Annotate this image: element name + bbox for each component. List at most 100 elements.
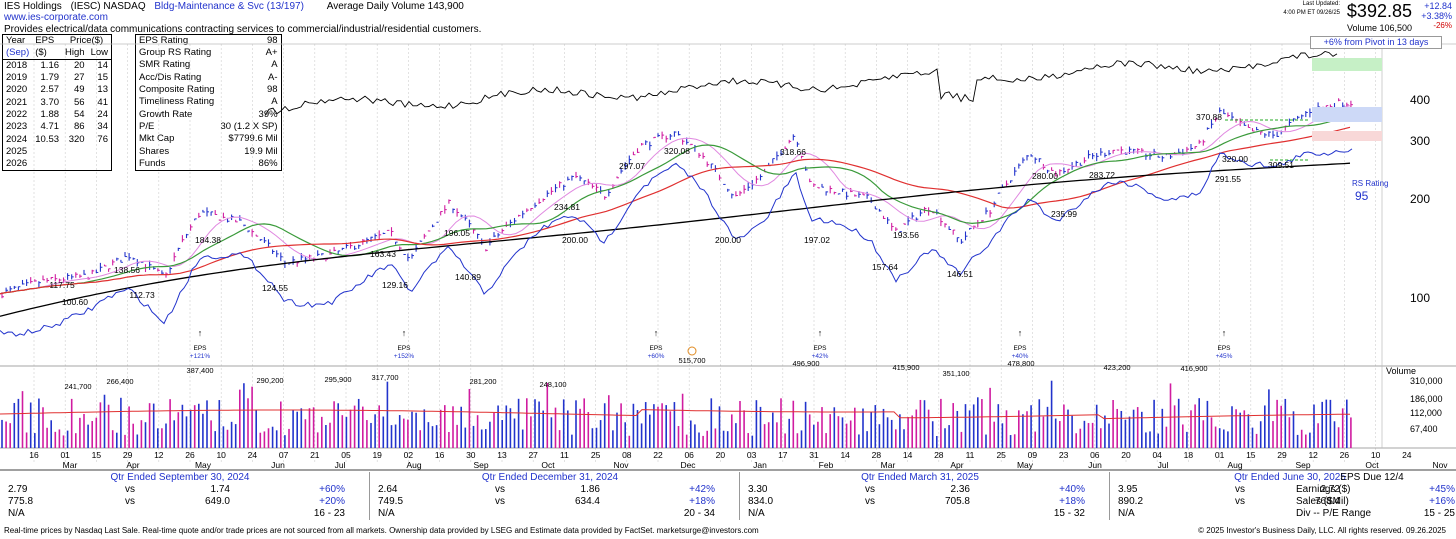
rating-label: SMR Rating	[139, 59, 191, 71]
price-annotation: 163.43	[370, 249, 396, 259]
price-annotation: 138.56	[114, 265, 140, 275]
eps-row: 2018 1.16 20 14	[3, 60, 112, 73]
website-link[interactable]: www.ies-corporate.com	[4, 12, 108, 23]
eps-row: 2023 4.71 86 34	[3, 121, 112, 133]
quarter-sales-prev: 705.8	[944, 496, 970, 507]
x-day-label: 02	[404, 450, 414, 460]
quarter-eps-prev: 1.74	[210, 484, 230, 495]
volume-tick-label: 310,000	[1410, 376, 1443, 386]
vs-label: vs	[125, 496, 135, 507]
x-month-label: Feb	[819, 460, 834, 470]
quarter-eps-prev: 2.72	[1320, 484, 1340, 495]
rs-rating-label: RS Rating	[1352, 179, 1388, 188]
quarter-sales-prev: 649.0	[204, 496, 230, 507]
eps-cell: 15	[97, 72, 108, 84]
rating-value: 39%	[258, 108, 278, 120]
volume-annotation: 248,100	[539, 380, 566, 389]
eps-due-row: Sales ($Mil)	[1296, 496, 1349, 507]
ticker: (IESC) NASDAQ	[70, 1, 146, 12]
x-month-label: Sep	[473, 460, 488, 470]
price-annotation: 280.00	[1032, 171, 1058, 181]
eps-cell: 20	[73, 60, 85, 71]
volume-annotation: 317,700	[371, 373, 398, 382]
x-day-label: 28	[872, 450, 882, 460]
x-day-label: 27	[528, 450, 538, 460]
quarter-title: Qtr Ended June 30, 2025	[1234, 472, 1346, 483]
volume-annotation: 295,900	[324, 375, 351, 384]
price-annotation: 184.38	[195, 235, 221, 245]
x-day-label: 01	[60, 450, 70, 460]
x-day-label: 16	[435, 450, 445, 460]
eps-cell: 2018	[6, 60, 28, 71]
price-annotation: 112.73	[129, 290, 155, 300]
x-day-label: 24	[248, 450, 258, 460]
x-day-label: 15	[92, 450, 102, 460]
quarter-title: Qtr Ended March 31, 2025	[861, 472, 979, 483]
price-annotation: 283.72	[1089, 170, 1115, 180]
rating-row: Acc/Dis Rating A-	[136, 72, 282, 84]
rating-row: Funds 86%	[136, 158, 282, 171]
x-day-label: 06	[1090, 450, 1100, 460]
rating-row: EPS Rating 98	[136, 35, 282, 48]
eps-arrow: ↑	[198, 328, 203, 338]
quarter-eps-chg: +40%	[1059, 484, 1085, 495]
rating-label: Growth Rate	[139, 108, 193, 120]
price-tick-label: 100	[1410, 291, 1430, 305]
x-day-label: 20	[716, 450, 726, 460]
eps-cell: 4.71	[40, 121, 60, 133]
x-month-label: Apr	[950, 460, 963, 470]
x-month-label: Oct	[541, 460, 555, 470]
x-day-label: 25	[591, 450, 601, 460]
vs-label: vs	[865, 484, 875, 495]
stop-zone	[1312, 131, 1382, 141]
eps-cell: 3.70	[40, 96, 60, 108]
eps-cell: 14	[97, 60, 108, 71]
x-day-label: 22	[653, 450, 663, 460]
price-annotation: 124.55	[262, 283, 288, 293]
x-month-label: Jun	[1088, 460, 1102, 470]
eps-marker-change: +60%	[648, 353, 665, 360]
eps-cell: 54	[73, 109, 85, 121]
ma-200-line	[0, 162, 1351, 317]
eps-cell: 2024	[6, 133, 28, 145]
x-month-label: Nov	[613, 460, 629, 470]
rating-row: Mkt Cap $7799.6 Mil	[136, 133, 282, 145]
price-change-pct: +3.38%	[1421, 11, 1452, 21]
industry-link[interactable]: Bldg-Maintenance & Svc (13/197)	[154, 1, 304, 12]
quarter-sales-prev: 634.4	[574, 496, 600, 507]
quarter-sales: 775.8	[8, 496, 34, 507]
eps-row: 2025	[3, 146, 112, 158]
quarter-sales: 749.5	[378, 496, 404, 507]
eps-cell: 1.79	[40, 72, 60, 84]
eps-marker-change: +152%	[394, 353, 415, 360]
x-day-label: 18	[1184, 450, 1194, 460]
x-day-label: 09	[1028, 450, 1038, 460]
vs-label: vs	[865, 496, 875, 507]
quarter-eps-prev: 2.36	[950, 484, 970, 495]
rating-label: Timeliness Rating	[139, 96, 215, 108]
quarter-eps: 3.95	[1118, 484, 1138, 495]
eps-col-price: Price($)	[69, 35, 104, 46]
x-day-label: 14	[840, 450, 850, 460]
eps-row: 2026	[3, 158, 112, 171]
profit-target-zone	[1312, 58, 1382, 71]
quarter-block: Qtr Ended March 31, 2025 3.30 vs 2.36 +40% 83…	[740, 472, 1110, 520]
rating-value: 98	[266, 35, 278, 46]
rating-value: 86%	[258, 157, 278, 169]
volume-annotation: 478,800	[1007, 359, 1034, 368]
price-annotation: 200.00	[562, 235, 588, 245]
x-day-label: 07	[279, 450, 289, 460]
price-annotation: 235.99	[1051, 209, 1077, 219]
price-annotation: 193.56	[893, 230, 919, 240]
eps-cell: 34	[97, 121, 108, 133]
eps-cell: 13	[97, 84, 108, 96]
x-month-label: Apr	[126, 460, 139, 470]
eps-cell: 2023	[6, 121, 28, 133]
x-day-label: 21	[310, 450, 320, 460]
eps-cell: 27	[73, 72, 85, 84]
x-month-label: May	[1017, 460, 1034, 470]
quarter-block: Qtr Ended December 31, 2024 2.64 vs 1.86 +42…	[370, 472, 740, 520]
x-day-label: 24	[1402, 450, 1412, 460]
price-annotation: 297.07	[619, 161, 645, 171]
volume-today: Volume 106,500	[1346, 23, 1412, 33]
